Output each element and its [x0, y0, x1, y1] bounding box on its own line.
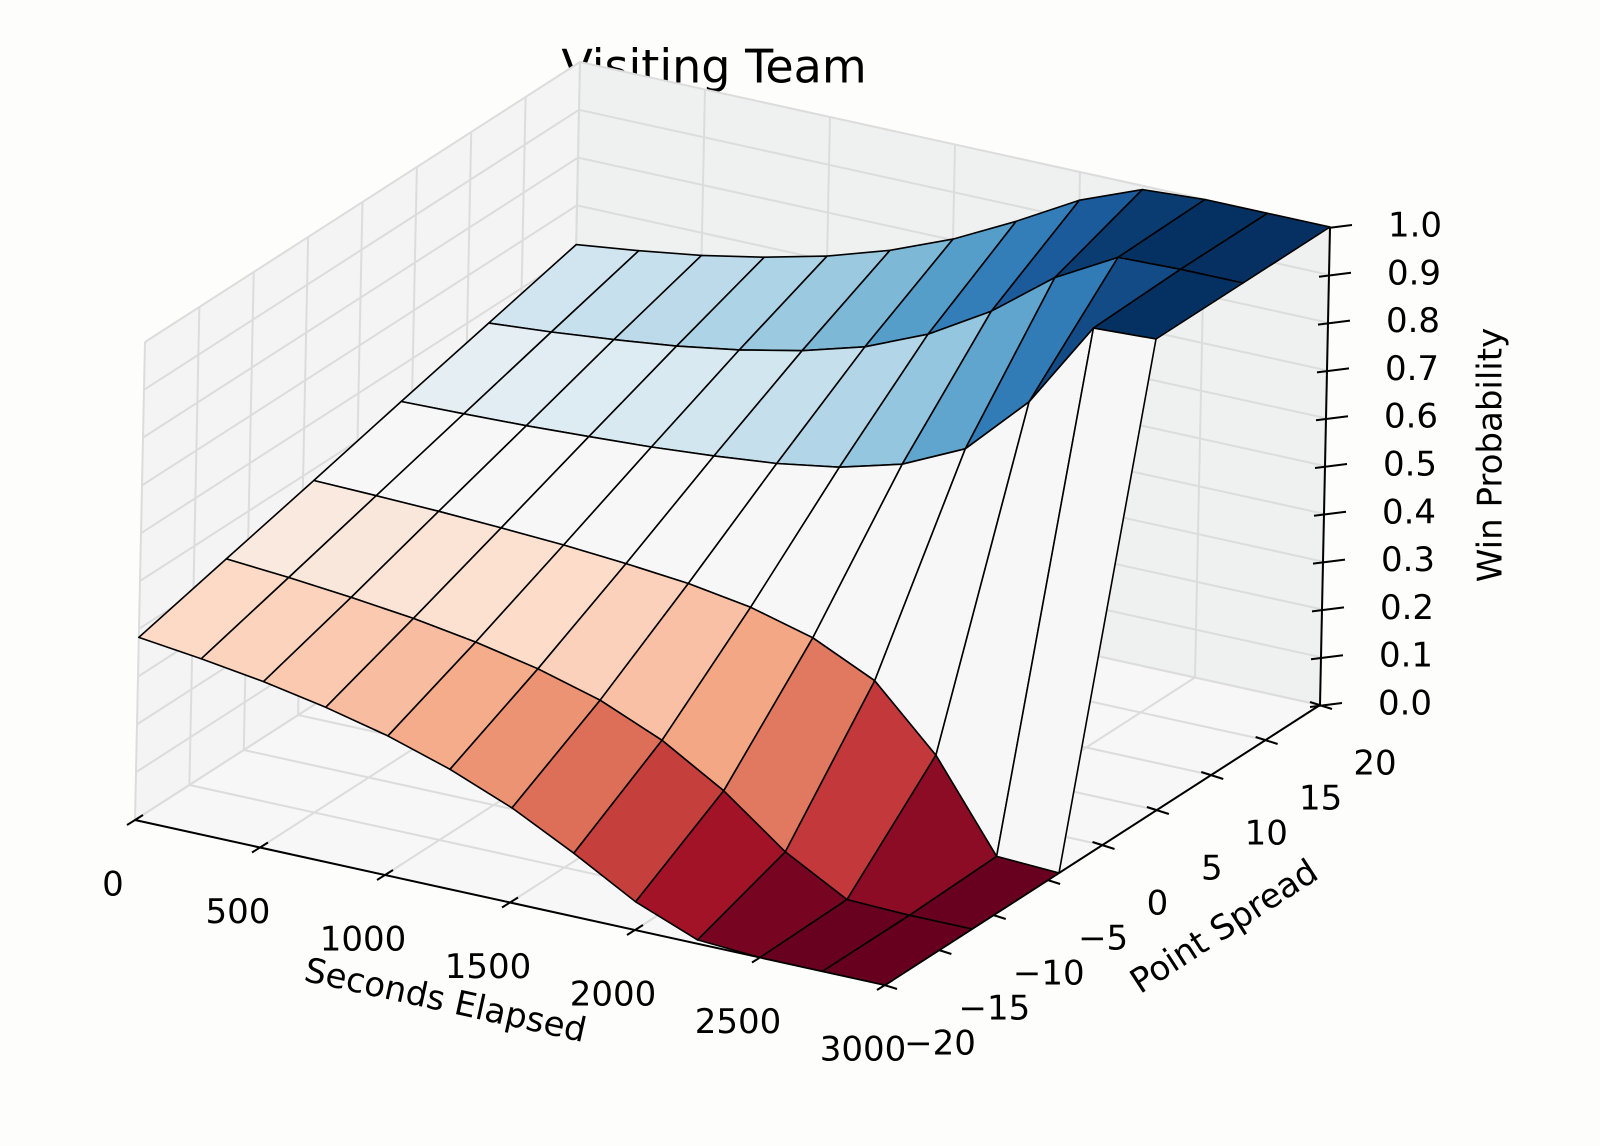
z-tick-label: 0.5: [1383, 445, 1437, 485]
x-tick-label: 2000: [570, 975, 657, 1015]
x-tick: [376, 869, 394, 881]
y-tick-label: 10: [1245, 814, 1288, 854]
y-tick-label: 5: [1201, 849, 1223, 889]
x-tick: [126, 814, 144, 826]
z-tick-label: 0.6: [1384, 397, 1438, 437]
x-tick-label: 1000: [320, 920, 407, 960]
z-tick-label: 0.8: [1386, 301, 1440, 341]
grid-line: [144, 61, 581, 343]
z-tick: [1312, 558, 1346, 565]
grid-line: [141, 204, 578, 487]
surface-face: [821, 914, 973, 986]
y-tick-label: −5: [1078, 919, 1128, 959]
y-tick: [1146, 806, 1170, 815]
x-tick-label: 1500: [445, 947, 532, 987]
y-tick: [1255, 736, 1278, 745]
z-tick-label: 1.0: [1388, 206, 1442, 246]
y-tick: [1200, 771, 1224, 780]
z-tick: [1311, 606, 1345, 613]
grid-line: [140, 252, 577, 535]
x-tick: [251, 841, 269, 854]
z-tick: [1318, 271, 1352, 278]
x-tick-label: 500: [206, 892, 271, 932]
z-tick-label: 0.9: [1387, 253, 1441, 293]
z-tick: [1309, 702, 1343, 708]
z-tick-label: 0.0: [1378, 684, 1432, 724]
z-tick: [1313, 510, 1347, 517]
x-tick: [626, 924, 644, 936]
x-tick-label: 3000: [820, 1030, 907, 1070]
grid-line: [142, 156, 579, 439]
x-tick-label: 2500: [695, 1002, 782, 1042]
z-tick-label: 0.7: [1385, 349, 1439, 389]
z-tick: [1314, 463, 1348, 469]
x-tick-label: 0: [102, 865, 124, 905]
z-tick: [1316, 367, 1350, 374]
z-tick-label: 0.3: [1381, 540, 1435, 580]
z-tick-label: 0.1: [1379, 636, 1433, 676]
grid-line: [143, 108, 580, 391]
z-tick: [1317, 319, 1351, 326]
y-tick: [1092, 841, 1115, 850]
z-tick-label: 0.2: [1380, 588, 1434, 628]
z-tick: [1310, 654, 1344, 661]
z-tick: [1315, 415, 1349, 422]
x-tick: [501, 896, 519, 909]
y-tick-label: 20: [1353, 744, 1396, 784]
z-axis-label: Win Probability: [1471, 328, 1511, 582]
z-tick-label: 0.4: [1382, 492, 1436, 532]
y-tick-label: −20: [904, 1024, 976, 1064]
y-tick-label: −15: [958, 989, 1030, 1029]
y-tick-label: 15: [1299, 779, 1342, 819]
y-tick-label: −10: [1013, 954, 1085, 994]
y-tick-label: 0: [1147, 884, 1169, 924]
